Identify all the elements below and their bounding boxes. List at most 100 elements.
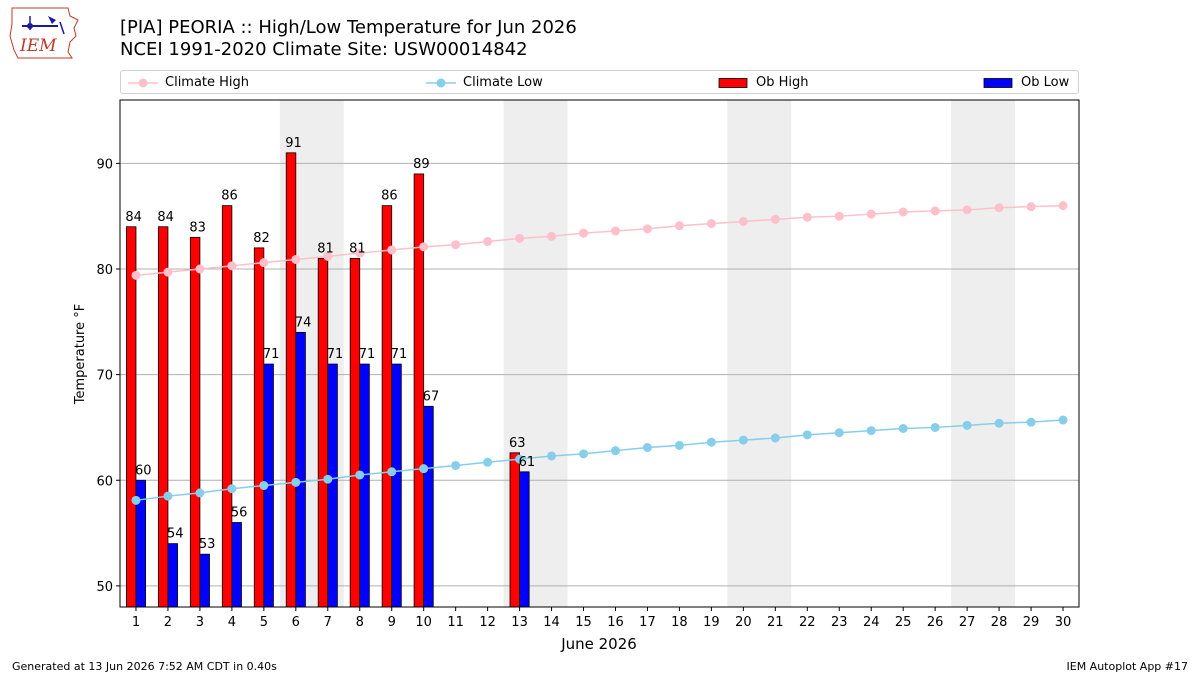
- climate-high-point-20: [738, 216, 748, 226]
- climate-high-point-16: [610, 226, 620, 236]
- ob-low-label-6: 74: [295, 315, 312, 330]
- climate-low-point-6: [291, 477, 301, 487]
- climate-high-point-6: [291, 254, 301, 264]
- climate-low-point-24: [866, 426, 876, 436]
- x-tick-label-24: 24: [863, 615, 880, 630]
- y-tick-label-80: 80: [96, 263, 113, 278]
- legend-swatch-climate-low: [426, 78, 456, 88]
- ob-high-label-7: 81: [317, 241, 334, 256]
- climate-high-point-30: [1058, 201, 1068, 211]
- ob-high-bar-13: [509, 452, 520, 608]
- chart-subtitle: NCEI 1991-2020 Climate Site: USW00014842: [120, 39, 528, 60]
- climate-low-point-8: [355, 470, 365, 480]
- legend-item-climate-low: Climate Low: [423, 74, 623, 92]
- climate-low-point-28: [994, 418, 1004, 428]
- climate-high-point-13: [515, 233, 525, 243]
- ob-low-bar-7: [327, 363, 338, 608]
- y-tick-label-90: 90: [96, 157, 113, 172]
- ob-high-bar-7: [317, 258, 329, 608]
- x-tick-label-10: 10: [415, 615, 432, 630]
- x-tick-label-4: 4: [228, 615, 236, 630]
- climate-high-point-24: [866, 209, 876, 219]
- climate-high-point-15: [579, 228, 589, 238]
- climate-high-point-27: [962, 205, 972, 215]
- climate-lines: [131, 201, 1068, 505]
- x-tick-label-27: 27: [959, 615, 976, 630]
- climate-high-point-22: [802, 212, 812, 222]
- y-tick-label-50: 50: [96, 580, 113, 595]
- x-tick-label-7: 7: [324, 615, 332, 630]
- climate-high-point-26: [930, 206, 940, 216]
- ob-low-bar-10: [423, 405, 434, 608]
- ob-high-label-8: 81: [349, 241, 366, 256]
- legend-item-ob-low: Ob Low: [983, 74, 1075, 92]
- x-tick-label-23: 23: [831, 615, 848, 630]
- x-tick-label-30: 30: [1055, 615, 1072, 630]
- x-tick-label-6: 6: [292, 615, 300, 630]
- x-tick-label-14: 14: [543, 615, 560, 630]
- climate-low-point-18: [674, 440, 684, 450]
- climate-low-line: [135, 419, 1064, 502]
- climate-low-point-16: [610, 446, 620, 456]
- x-tick-label-20: 20: [735, 615, 752, 630]
- ob-low-label-9: 71: [391, 347, 408, 362]
- x-tick-label-22: 22: [799, 615, 816, 630]
- climate-high-point-8: [355, 248, 365, 258]
- ob-low-bar-4: [231, 522, 242, 608]
- y-axis-label: Temperature °F: [73, 304, 88, 405]
- ob-high-bar-1: [125, 226, 137, 608]
- climate-high-point-25: [898, 207, 908, 217]
- climate-high-point-28: [994, 203, 1004, 213]
- ob-high-bar-9: [381, 205, 393, 608]
- x-tick-label-21: 21: [767, 615, 784, 630]
- bars: [125, 152, 530, 608]
- climate-low-point-2: [163, 491, 173, 501]
- x-tick-label-15: 15: [575, 615, 592, 630]
- climate-low-point-22: [802, 430, 812, 440]
- ob-high-bar-8: [349, 258, 361, 608]
- ob-low-bar-8: [359, 363, 370, 608]
- iem-logo-graphic: IEM: [9, 7, 79, 59]
- climate-high-line: [135, 204, 1064, 277]
- ob-high-label-5: 82: [253, 231, 270, 246]
- climate-low-point-21: [770, 433, 780, 443]
- ob-low-label-7: 71: [327, 347, 344, 362]
- climate-low-point-20: [738, 435, 748, 445]
- grid-lines: [120, 162, 1079, 587]
- ob-high-bar-2: [157, 226, 169, 608]
- legend-label-climate-high: Climate High: [165, 75, 250, 90]
- x-tick-label-26: 26: [927, 615, 944, 630]
- climate-high-point-4: [227, 261, 237, 271]
- x-tick-label-18: 18: [671, 615, 688, 630]
- climate-high-point-18: [674, 221, 684, 231]
- ob-high-label-13: 63: [509, 436, 526, 451]
- climate-low-point-14: [547, 451, 557, 461]
- climate-low-point-30: [1058, 415, 1068, 425]
- ob-high-label-1: 84: [125, 210, 142, 225]
- climate-low-point-26: [930, 422, 940, 432]
- climate-low-point-3: [195, 488, 205, 498]
- climate-low-point-19: [706, 437, 716, 447]
- climate-high-point-14: [547, 231, 557, 241]
- x-tick-label-8: 8: [356, 615, 364, 630]
- climate-low-point-29: [1026, 417, 1036, 427]
- ob-low-bar-2: [167, 543, 178, 608]
- generated-timestamp: Generated at 13 Jun 2026 7:52 AM CDT in …: [12, 660, 277, 673]
- ob-low-label-5: 71: [263, 347, 280, 362]
- climate-low-point-10: [419, 464, 429, 474]
- climate-low-point-5: [259, 481, 269, 491]
- climate-low-point-17: [642, 443, 652, 453]
- ob-high-label-4: 86: [221, 189, 238, 204]
- ob-high-label-9: 86: [381, 189, 398, 204]
- ob-low-label-13: 61: [519, 455, 536, 470]
- y-tick-label-70: 70: [96, 369, 113, 384]
- climate-low-point-4: [227, 484, 237, 494]
- x-tick-label-12: 12: [479, 615, 496, 630]
- ob-low-label-4: 56: [231, 506, 248, 521]
- climate-high-point-19: [706, 219, 716, 229]
- ob-low-bar-13: [519, 471, 530, 608]
- climate-high-point-23: [834, 211, 844, 221]
- climate-high-point-12: [483, 237, 493, 247]
